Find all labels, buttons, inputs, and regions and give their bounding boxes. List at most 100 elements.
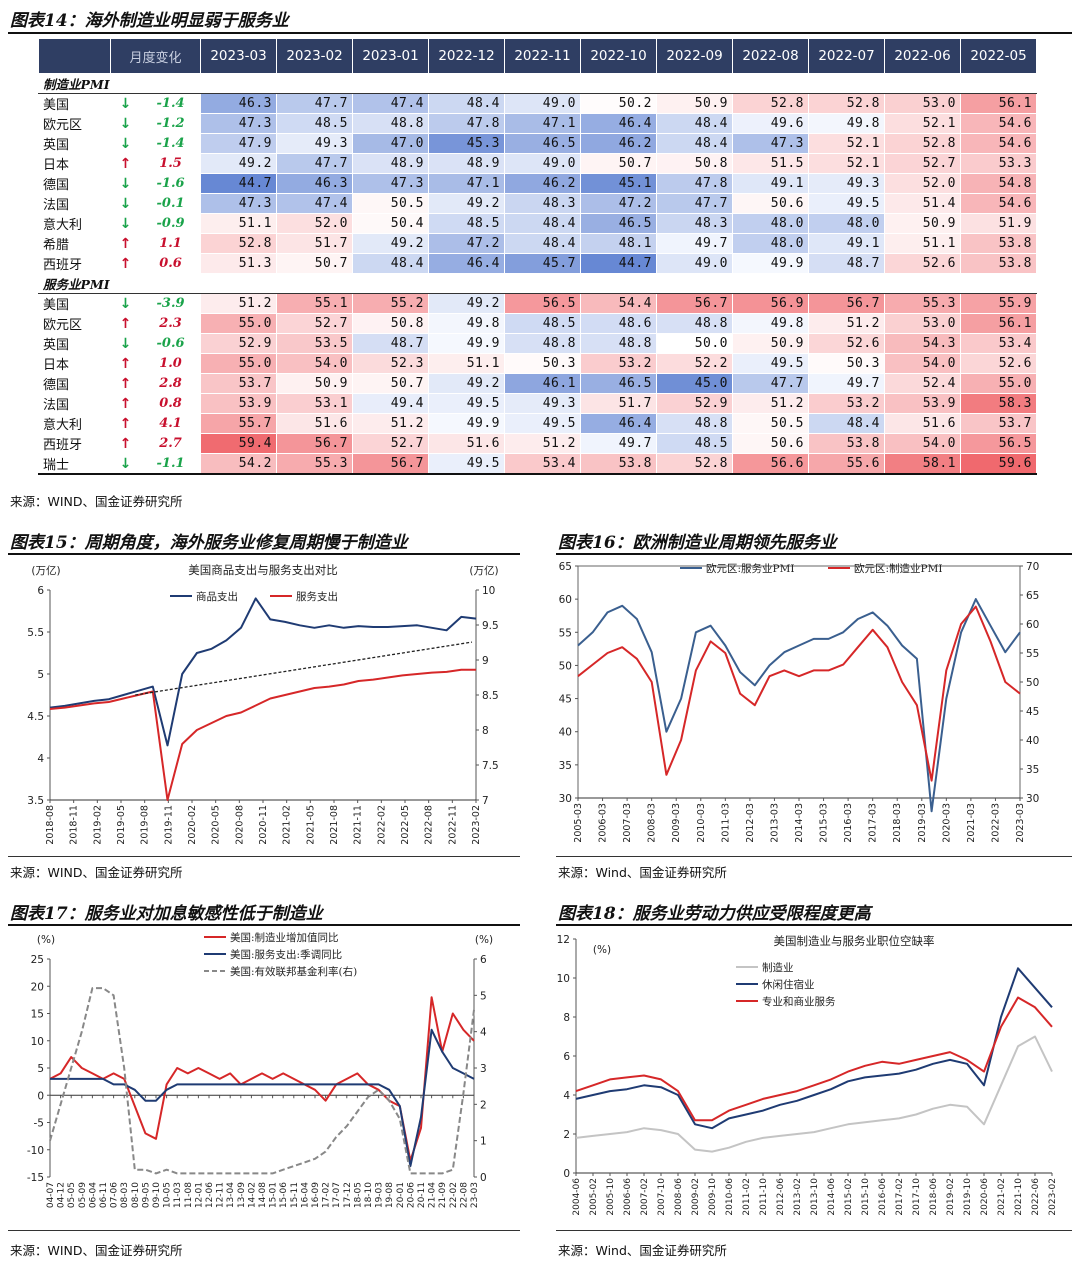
value-cell: 48.6 (580, 313, 658, 334)
y-tick-label: 5.5 (27, 627, 44, 639)
x-tick-label: 2019-03 (917, 803, 928, 843)
y-right-unit-label: (%) (475, 934, 493, 946)
value-cell: 55.7 (200, 413, 278, 434)
value-cell: 46.4 (580, 113, 658, 134)
x-tick-label: 2014-03 (794, 803, 805, 843)
y-tick-label: 10 (557, 973, 570, 985)
value-cell: 47.7 (276, 153, 354, 174)
value-cell: 59.4 (200, 433, 278, 454)
y-tick-label: 6 (563, 1051, 570, 1063)
country-cell: 西班牙 (38, 433, 111, 454)
value-cell: 52.3 (352, 353, 430, 374)
y-unit-label: (万亿) (31, 564, 60, 577)
value-cell: 52.1 (808, 153, 886, 174)
value-cell: 49.8 (732, 313, 810, 334)
series-line-1 (49, 668, 476, 801)
arrow-up-icon: ↑ (110, 353, 141, 374)
x-tick-label: 2012-03 (745, 803, 756, 843)
table-row: 日本 ↑ 1.0 55.0 54.0 52.3 51.1 50.3 53.2 52.2 49.5 50… (38, 353, 1038, 374)
x-tick-label: 20-01 (396, 1182, 406, 1208)
x-tick-label: 09-10 (152, 1182, 162, 1208)
x-tick-label: 2022-02 (376, 805, 387, 845)
value-cell: 55.0 (200, 313, 278, 334)
value-cell: 49.5 (732, 353, 810, 374)
country-cell: 美国 (38, 293, 111, 314)
value-cell: 53.5 (276, 333, 354, 354)
value-cell: 53.4 (960, 333, 1038, 354)
table-row: 西班牙 ↑ 0.6 51.3 50.7 48.4 46.4 45.7 44.7 49.0 49.9 4… (38, 253, 1038, 274)
value-cell: 54.2 (200, 453, 278, 475)
y-tick-label: 0 (563, 1168, 570, 1180)
change-cell: 1.5 (139, 153, 202, 174)
value-cell: 47.8 (428, 113, 506, 134)
value-cell: 49.3 (808, 173, 886, 194)
change-cell: 0.8 (139, 393, 202, 414)
value-cell: 54.4 (580, 293, 658, 314)
x-tick-label: 2020-05 (211, 805, 222, 845)
header-month: 2022-05 (960, 38, 1038, 74)
value-cell: 48.4 (504, 233, 582, 254)
fig16-chart: 30 35 40 45 50 55 60 65 30 35 40 45 50 55 60 65 70 2005-0… (556, 556, 1072, 854)
value-cell: 52.8 (200, 233, 278, 254)
value-cell: 49.9 (732, 253, 810, 274)
table-row: 德国 ↓ -1.6 44.7 46.3 47.3 47.1 46.2 45.1 47.8 49.1 4… (38, 173, 1038, 194)
value-cell: 52.4 (884, 373, 962, 394)
value-cell: 50.3 (808, 353, 886, 374)
fig17-bottom-rule (8, 1230, 520, 1231)
value-cell: 49.4 (352, 393, 430, 414)
country-cell: 德国 (38, 173, 111, 194)
series-line-0 (577, 598, 1021, 813)
value-cell: 48.8 (352, 113, 430, 134)
x-tick-label: 2017-10 (912, 1178, 922, 1216)
y-right-tick-label: 55 (1026, 648, 1039, 660)
value-cell: 53.8 (580, 453, 658, 475)
x-tick-label: 2010-06 (725, 1178, 735, 1216)
value-cell: 53.8 (808, 433, 886, 454)
x-tick-label: 2013-03 (769, 803, 780, 843)
x-tick-label: 2016-06 (878, 1178, 888, 1216)
x-tick-label: 18-05 (353, 1182, 363, 1208)
x-tick-label: 16-09 (311, 1182, 321, 1208)
arrow-down-icon: ↓ (110, 333, 141, 354)
x-tick-label: 2013-02 (793, 1178, 803, 1216)
country-cell: 日本 (38, 153, 111, 174)
x-tick-label: 2009-03 (671, 803, 682, 843)
value-cell: 51.7 (580, 393, 658, 414)
value-cell: 49.6 (732, 113, 810, 134)
value-cell: 48.9 (352, 153, 430, 174)
value-cell: 44.7 (200, 173, 278, 194)
value-cell: 47.7 (656, 193, 734, 214)
x-tick-label: 10-05 (163, 1182, 173, 1208)
table-row: 欧元区 ↓ -1.2 47.3 48.5 48.8 47.8 47.1 46.4 48.4 49.6… (38, 113, 1038, 134)
change-cell: -1.4 (139, 133, 202, 154)
y-unit-label: (%) (593, 944, 611, 956)
value-cell: 56.5 (504, 293, 582, 314)
fig18-title: 图表18：服务业劳动力供应受限程度更高 (558, 904, 871, 924)
y-tick-label: -15 (27, 1172, 44, 1184)
country-cell: 欧元区 (38, 313, 111, 334)
value-cell: 49.9 (428, 333, 506, 354)
change-cell: 1.0 (139, 353, 202, 374)
value-cell: 55.9 (960, 293, 1038, 314)
y-tick-label: 15 (31, 1009, 44, 1021)
value-cell: 49.1 (808, 233, 886, 254)
header-blank (38, 38, 111, 74)
value-cell: 47.3 (200, 113, 278, 134)
y-right-tick-label: 50 (1026, 677, 1039, 689)
header-month: 2022-08 (732, 38, 810, 74)
table-row: 欧元区 ↑ 2.3 55.0 52.7 50.8 49.8 48.5 48.6 48.8 49.8 5… (38, 313, 1038, 334)
change-cell: 2.8 (139, 373, 202, 394)
value-cell: 48.9 (428, 153, 506, 174)
value-cell: 50.8 (656, 153, 734, 174)
legend-label: 欧元区:服务业PMI (706, 562, 795, 575)
y-tick-label: 5 (37, 1063, 44, 1075)
x-tick-label: 09-05 (141, 1182, 151, 1208)
x-tick-label: 2017-03 (868, 803, 879, 843)
header-month: 2022-10 (580, 38, 658, 74)
fig16-source: 来源：Wind、国金证券研究所 (558, 865, 727, 880)
x-tick-label: 2006-06 (623, 1178, 633, 1216)
value-cell: 47.3 (732, 133, 810, 154)
x-tick-label: 2009-02 (691, 1178, 701, 1216)
x-tick-label: 06-11 (99, 1182, 109, 1208)
value-cell: 48.4 (504, 213, 582, 234)
